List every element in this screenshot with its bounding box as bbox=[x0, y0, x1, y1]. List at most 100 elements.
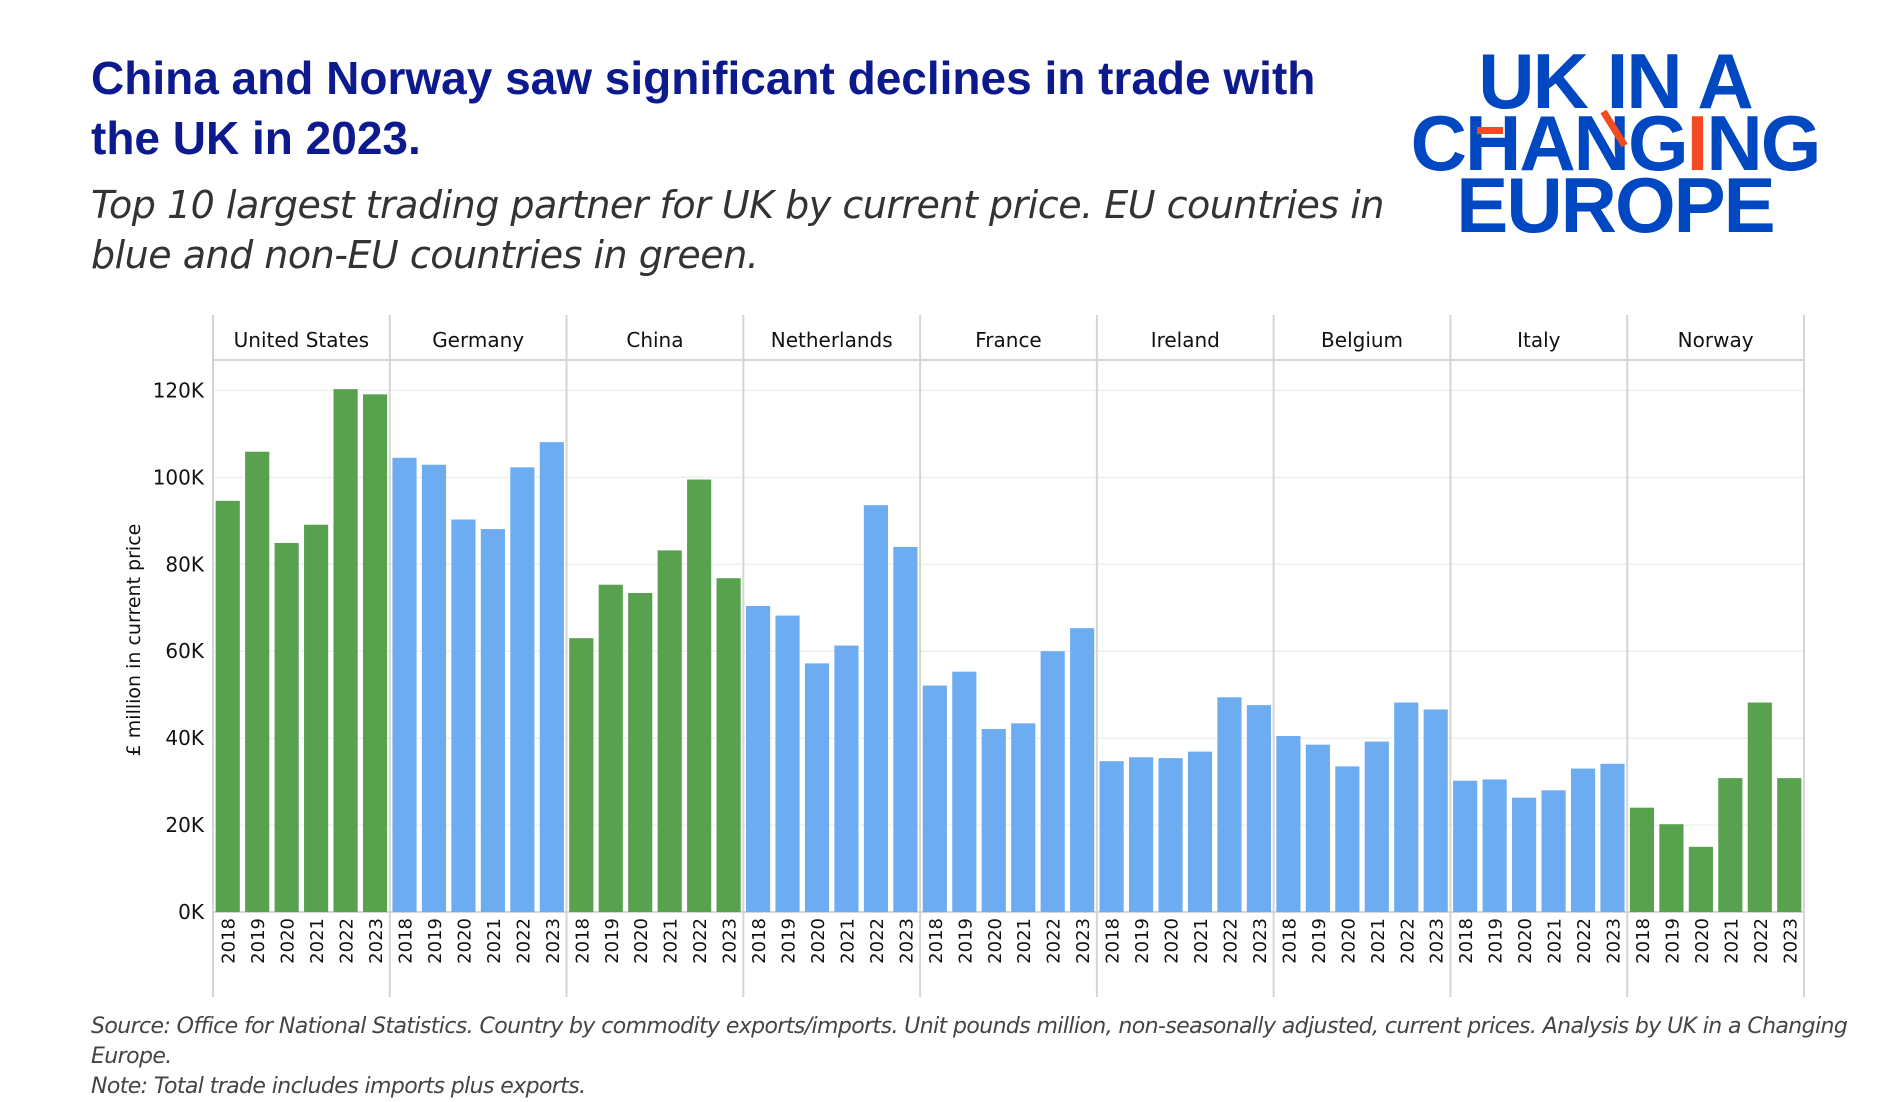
bar bbox=[628, 592, 653, 912]
note-text: Note: Total trade includes imports plus … bbox=[91, 1074, 586, 1099]
bar bbox=[304, 524, 329, 912]
x-tick-label: 2022 bbox=[690, 918, 711, 964]
x-tick-label: 2023 bbox=[366, 918, 387, 964]
x-tick-label: 2023 bbox=[720, 918, 741, 964]
bar bbox=[687, 479, 712, 912]
bar bbox=[1335, 766, 1360, 912]
facet-label-belgium: Belgium bbox=[1321, 328, 1403, 352]
facet-label-united-states: United States bbox=[234, 328, 369, 352]
x-tick-label: 2022 bbox=[1751, 918, 1772, 964]
bar bbox=[215, 500, 240, 912]
facet-label-italy: Italy bbox=[1517, 328, 1561, 352]
bar bbox=[1011, 723, 1036, 912]
x-tick-label: 2021 bbox=[484, 918, 505, 964]
x-tick-label: 2022 bbox=[1044, 918, 1065, 964]
bar bbox=[274, 542, 299, 912]
bar bbox=[1600, 763, 1625, 912]
y-tick-label: 80K bbox=[165, 552, 204, 576]
bar bbox=[657, 550, 682, 912]
bar bbox=[1570, 768, 1596, 912]
x-tick-label: 2018 bbox=[572, 918, 593, 964]
bar bbox=[775, 615, 800, 912]
bar bbox=[245, 451, 270, 912]
bar bbox=[1070, 628, 1095, 912]
bar bbox=[1659, 824, 1684, 912]
bar bbox=[362, 394, 388, 912]
x-tick-label: 2023 bbox=[543, 918, 564, 964]
x-tick-label: 2020 bbox=[1692, 918, 1713, 964]
bar bbox=[1305, 744, 1330, 912]
x-tick-label: 2023 bbox=[1427, 918, 1448, 964]
x-tick-label: 2023 bbox=[896, 918, 917, 964]
bar bbox=[1718, 778, 1743, 912]
bar bbox=[598, 584, 623, 912]
bar bbox=[1688, 846, 1713, 912]
x-tick-label: 2022 bbox=[1220, 918, 1241, 964]
x-tick-label: 2020 bbox=[1338, 918, 1359, 964]
logo-letter: H bbox=[1464, 99, 1521, 187]
x-tick-label: 2019 bbox=[602, 918, 623, 964]
logo-letter: G bbox=[1628, 99, 1689, 187]
x-tick-label: 2019 bbox=[1309, 918, 1330, 964]
logo-accent bbox=[1476, 127, 1503, 134]
x-tick-label: 2019 bbox=[1662, 918, 1683, 964]
bar bbox=[1187, 751, 1213, 912]
bar bbox=[922, 685, 947, 912]
chart-title: China and Norway saw significant decline… bbox=[91, 52, 1316, 164]
x-tick-label: 2019 bbox=[248, 918, 269, 964]
x-tick-label: 2018 bbox=[219, 918, 240, 964]
x-tick-label: 2021 bbox=[1191, 918, 1212, 964]
bar bbox=[952, 671, 977, 912]
x-tick-label: 2023 bbox=[1780, 918, 1801, 964]
facet-label-china: China bbox=[626, 328, 683, 352]
x-tick-label: 2022 bbox=[337, 918, 358, 964]
bar bbox=[1777, 778, 1802, 912]
x-tick-label: 2022 bbox=[867, 918, 888, 964]
x-tick-label: 2019 bbox=[1132, 918, 1153, 964]
x-tick-label: 2018 bbox=[926, 918, 947, 964]
y-axis-label: £ million in current price bbox=[123, 524, 145, 757]
y-tick-label: 20K bbox=[165, 813, 204, 837]
bar bbox=[804, 663, 830, 912]
facet-label-norway: Norway bbox=[1678, 328, 1754, 352]
x-tick-label: 2022 bbox=[513, 918, 534, 964]
x-tick-label: 2020 bbox=[985, 918, 1006, 964]
bar bbox=[863, 505, 888, 912]
bar bbox=[1482, 779, 1507, 912]
bar bbox=[834, 645, 859, 912]
bar bbox=[1158, 758, 1183, 912]
x-tick-label: 2023 bbox=[1603, 918, 1624, 964]
logo-letter: A bbox=[1519, 99, 1575, 187]
y-tick-label: 60K bbox=[165, 639, 204, 663]
x-tick-label: 2020 bbox=[808, 918, 829, 964]
bar bbox=[1423, 709, 1448, 912]
x-tick-label: 2021 bbox=[1014, 918, 1035, 964]
x-tick-label: 2021 bbox=[1721, 918, 1742, 964]
x-tick-label: 2021 bbox=[1545, 918, 1566, 964]
bar bbox=[510, 467, 535, 912]
logo-letter: N bbox=[1573, 99, 1630, 187]
bar bbox=[1217, 697, 1242, 912]
facet-label-ireland: Ireland bbox=[1151, 328, 1220, 352]
logo-letter: C bbox=[1410, 99, 1467, 187]
bar bbox=[1129, 757, 1154, 912]
x-tick-label: 2018 bbox=[1103, 918, 1124, 964]
bar bbox=[392, 457, 417, 912]
x-tick-label: 2021 bbox=[837, 918, 858, 964]
bar bbox=[451, 519, 476, 912]
bar bbox=[1364, 741, 1389, 912]
x-tick-label: 2019 bbox=[779, 918, 800, 964]
x-tick-label: 2019 bbox=[1486, 918, 1507, 964]
bar bbox=[1747, 702, 1772, 912]
logo-letter: N bbox=[1706, 99, 1762, 187]
x-tick-label: 2018 bbox=[1633, 918, 1654, 964]
x-tick-label: 2021 bbox=[307, 918, 328, 964]
x-tick-label: 2021 bbox=[661, 918, 682, 964]
logo-line-3: EUROPE bbox=[1456, 161, 1775, 249]
bar bbox=[569, 638, 594, 912]
x-tick-label: 2022 bbox=[1574, 918, 1595, 964]
x-tick-label: 2019 bbox=[425, 918, 446, 964]
logo-letter: G bbox=[1760, 99, 1822, 187]
y-tick-label: 120K bbox=[153, 378, 205, 402]
y-tick-label: 100K bbox=[153, 465, 205, 489]
